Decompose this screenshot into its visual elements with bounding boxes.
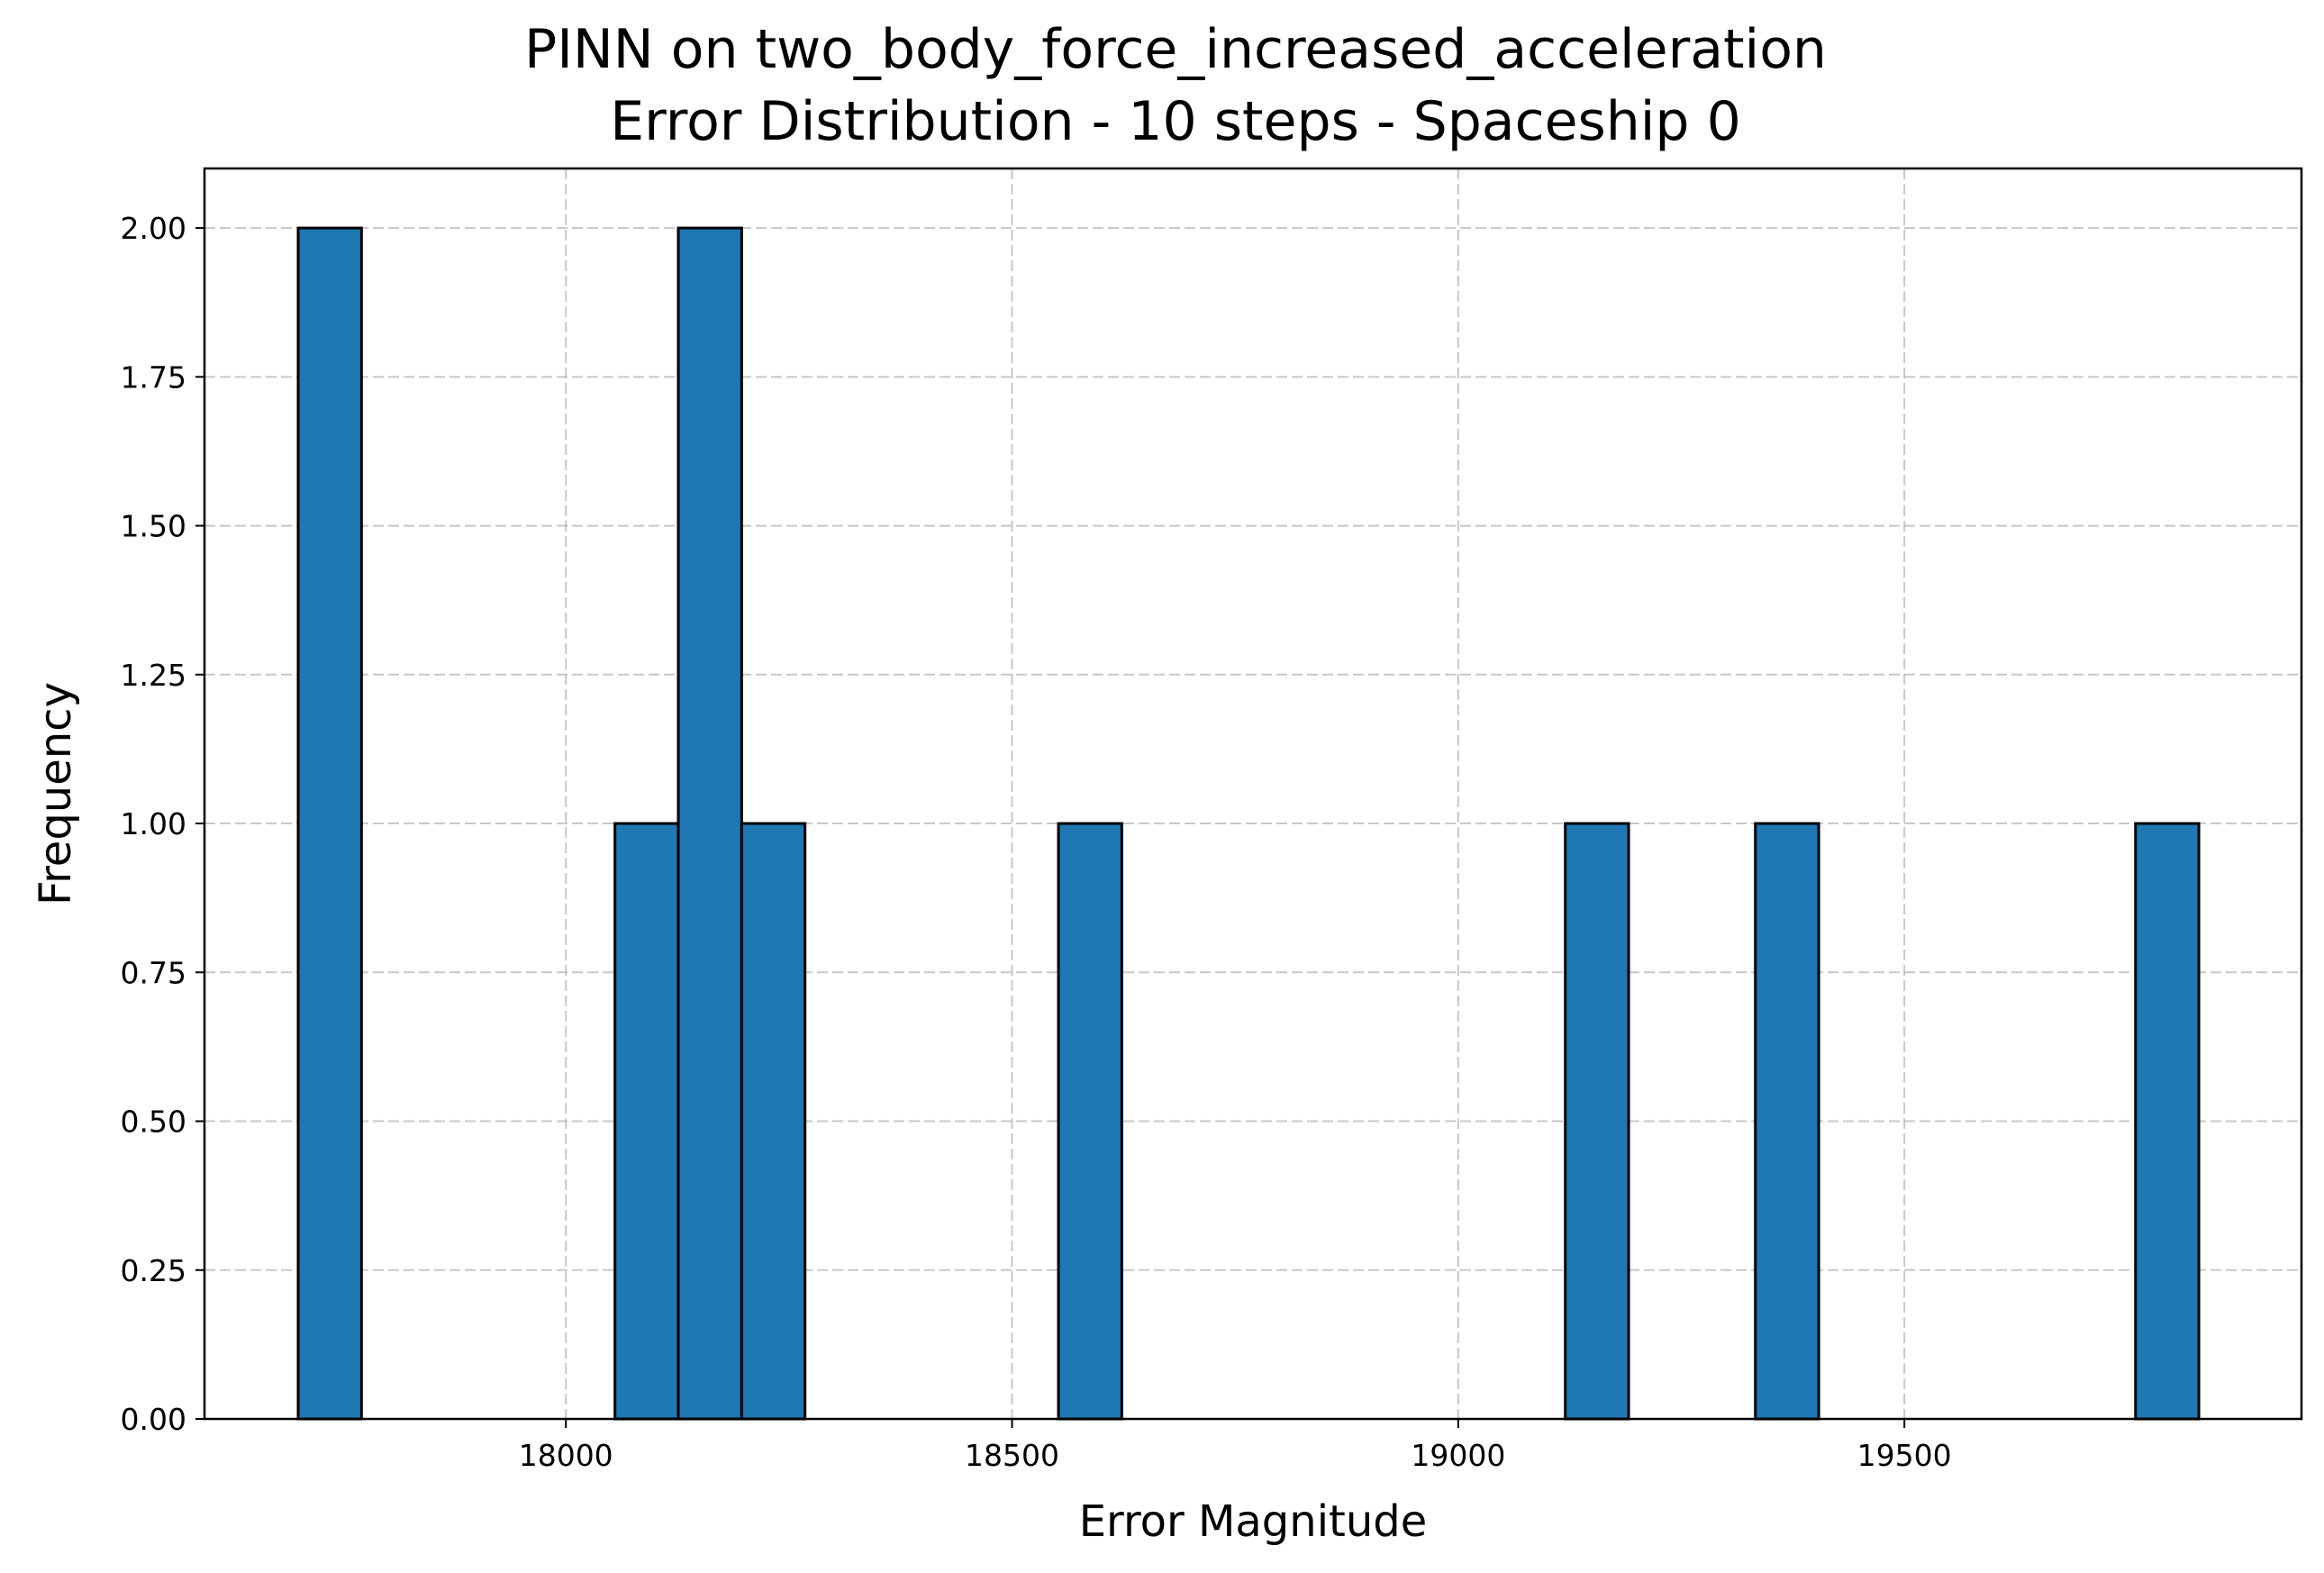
x-axis-ticks: 18000 18500 19000 19500 [519, 1419, 1952, 1473]
histogram-bar [1564, 822, 1630, 1421]
y-tick-label: 0.75 [121, 955, 186, 990]
histogram-bar [296, 226, 363, 1421]
chart-subtitle: Error Distribution - 10 steps - Spaceshi… [610, 90, 1741, 153]
y-tick-label: 0.25 [121, 1253, 186, 1288]
x-tick-label: 19500 [1857, 1438, 1952, 1473]
histogram-bar [740, 822, 807, 1421]
histogram-bar [613, 822, 680, 1421]
y-tick-label: 0.50 [121, 1105, 186, 1140]
y-tick-label: 1.25 [121, 658, 186, 693]
histogram-bars [296, 226, 2201, 1421]
x-gridlines [565, 168, 1906, 1419]
y-axis-ticks: 0.00 0.25 0.50 0.75 1.00 1.25 1.50 1.75 2.00 [121, 211, 204, 1437]
x-tick-label: 19000 [1411, 1438, 1505, 1473]
y-tick-label: 0.00 [121, 1402, 186, 1437]
y-tick-label: 2.00 [121, 211, 186, 246]
histogram-bar [1754, 822, 1820, 1421]
histogram-bar [1057, 822, 1123, 1421]
histogram-bar [676, 226, 743, 1421]
histogram-bar [2134, 822, 2201, 1421]
y-tick-label: 1.00 [121, 806, 186, 841]
x-tick-label: 18500 [965, 1438, 1059, 1473]
axes-frame [203, 167, 2303, 1421]
plot-area-background [204, 168, 2301, 1419]
x-tick-label: 18000 [519, 1438, 613, 1473]
y-axis-label: Frequency [31, 682, 81, 905]
chart-title: PINN on two_body_force_increased_acceler… [524, 18, 1827, 81]
y-tick-label: 1.75 [121, 359, 186, 395]
y-tick-label: 1.50 [121, 509, 186, 544]
x-axis-label: Error Magnitude [1079, 1496, 1428, 1547]
